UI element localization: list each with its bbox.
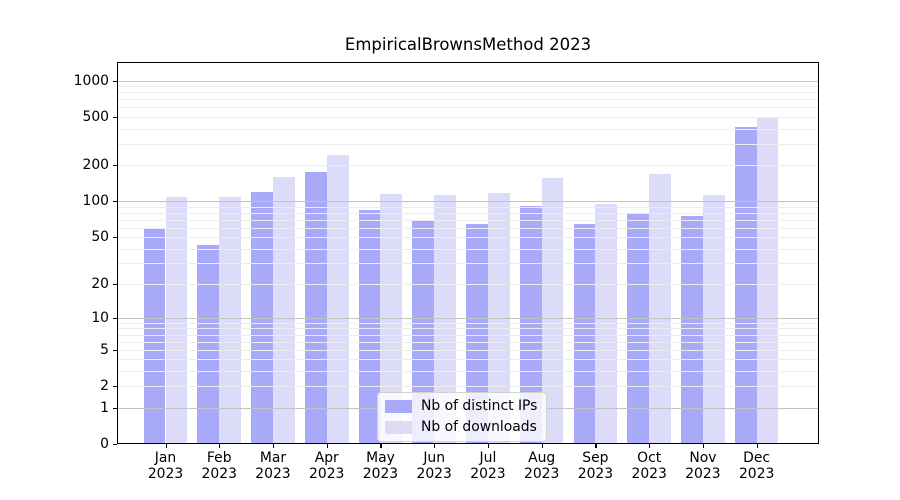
y-tick — [113, 165, 117, 167]
bar-distinct-ips — [681, 216, 703, 444]
x-tick-label: Aug 2023 — [523, 450, 560, 482]
x-tick-label: Jan 2023 — [147, 450, 184, 482]
y-tick — [113, 317, 117, 320]
bar-downloads — [272, 176, 295, 444]
x-tick-label: Oct 2023 — [631, 450, 667, 482]
y-tick — [113, 444, 117, 446]
legend-swatch-distinct-ips — [385, 399, 412, 413]
y-tick-label: 50 — [91, 229, 109, 246]
x-tick — [219, 444, 221, 448]
legend-swatch-downloads — [385, 420, 412, 434]
x-tick-label: Sep 2023 — [577, 450, 614, 482]
x-tick-label: Mar 2023 — [255, 450, 291, 482]
x-tick — [649, 444, 651, 448]
bar-downloads — [756, 117, 779, 444]
bar-downloads — [219, 197, 242, 444]
y-tick — [113, 349, 117, 351]
y-tick-label: 10 — [91, 309, 109, 326]
bar-downloads — [595, 203, 618, 444]
y-tick — [113, 237, 117, 239]
bar-distinct-ips — [466, 223, 488, 444]
x-tick-label: Jun 2023 — [416, 450, 452, 482]
plot-area — [117, 62, 819, 444]
y-tick — [113, 283, 117, 286]
x-tick — [165, 444, 167, 448]
y-tick — [113, 386, 117, 388]
y-tick-label: 1 — [100, 399, 109, 416]
x-tick-label: May 2023 — [362, 450, 399, 482]
y-tick-label: 5 — [100, 341, 109, 358]
bar-downloads — [541, 178, 564, 444]
y-tick-label: 500 — [82, 108, 109, 125]
y-tick — [113, 80, 117, 82]
y-tick-label: 0 — [100, 436, 109, 452]
y-tick-label: 20 — [91, 275, 109, 292]
bar-distinct-ips — [358, 209, 381, 444]
bar-distinct-ips — [627, 212, 650, 444]
x-tick — [326, 444, 328, 448]
x-tick — [595, 444, 597, 448]
bar-downloads — [165, 197, 188, 444]
x-tick-label: Nov 2023 — [685, 450, 721, 482]
y-tick-label: 200 — [82, 157, 109, 174]
x-tick — [541, 444, 543, 448]
y-tick — [113, 201, 117, 203]
bar-downloads — [649, 173, 671, 444]
y-tick-label: 1000 — [73, 72, 109, 89]
x-tick — [487, 444, 490, 448]
legend-label-downloads: Nb of downloads — [421, 419, 537, 435]
bar-distinct-ips — [412, 219, 435, 444]
bar-distinct-ips — [143, 227, 166, 444]
x-tick-label: Apr 2023 — [309, 450, 345, 482]
y-tick — [113, 116, 117, 119]
bar-downloads — [380, 193, 403, 444]
bar-distinct-ips — [573, 223, 596, 444]
y-tick-label: 100 — [82, 193, 109, 210]
x-tick — [272, 444, 275, 448]
legend: Nb of distinct IPs Nb of downloads — [377, 392, 548, 442]
x-tick — [756, 444, 758, 448]
bar-downloads — [434, 195, 456, 444]
x-tick-label: Feb 2023 — [201, 450, 237, 482]
x-tick — [380, 444, 382, 448]
legend-item-distinct-ips: Nb of distinct IPs — [385, 398, 537, 414]
bar-distinct-ips — [304, 172, 327, 444]
x-tick — [702, 444, 705, 448]
legend-label-distinct-ips: Nb of distinct IPs — [421, 398, 538, 414]
bar-distinct-ips — [519, 205, 542, 444]
bar-distinct-ips — [734, 127, 757, 444]
x-tick — [434, 444, 436, 448]
bars-layer — [117, 62, 819, 444]
chart-title: EmpiricalBrownsMethod 2023 — [344, 35, 592, 54]
y-tick — [113, 407, 117, 409]
bar-downloads — [326, 155, 349, 444]
y-tick-label: 2 — [100, 378, 109, 395]
legend-item-downloads: Nb of downloads — [385, 419, 537, 435]
bar-distinct-ips — [251, 191, 273, 444]
x-tick-label: Jul 2023 — [470, 450, 506, 482]
bar-downloads — [702, 194, 725, 444]
bar-distinct-ips — [197, 244, 220, 444]
x-tick-label: Dec 2023 — [738, 450, 775, 482]
